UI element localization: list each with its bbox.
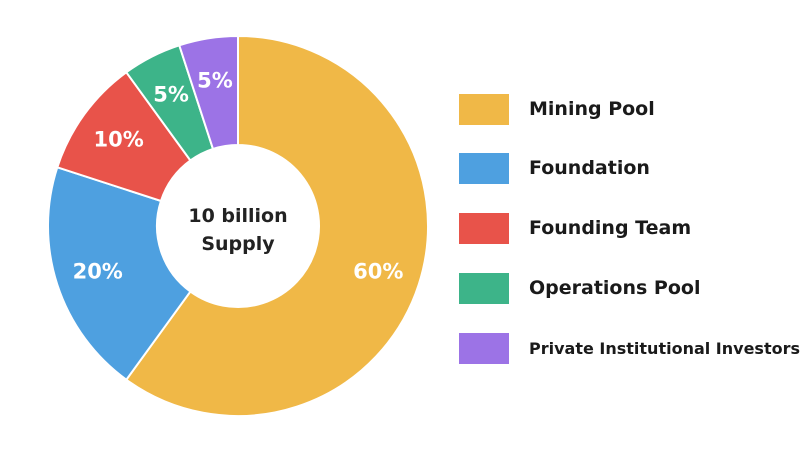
legend-swatch-founding-team: [459, 212, 509, 244]
center-label-line-1: 10 billion: [188, 205, 287, 227]
legend-item-operations-pool: Operations Pool: [459, 271, 700, 305]
legend-swatch-operations-pool: [459, 272, 509, 304]
legend-label-founding-team: Founding Team: [529, 217, 692, 239]
slice-mining-pool: [124, 34, 429, 417]
legend-swatch-foundation: [459, 152, 509, 184]
legend-label-mining-pool: Mining Pool: [529, 98, 655, 120]
slice-label-mining-pool: 60%: [353, 260, 403, 284]
slice-label-founding-team: 10%: [94, 127, 144, 151]
slice-label-foundation: 20%: [73, 260, 123, 284]
legend-swatch-mining-pool: [459, 93, 509, 125]
legend-label-foundation: Foundation: [529, 157, 650, 179]
slice-private-institutional-investors: [178, 34, 239, 151]
legend-item-private-institutional-investors: Private Institutional Investors: [459, 331, 800, 365]
legend-item-mining-pool: Mining Pool: [459, 92, 655, 126]
donut-slice-labels: 60% 20% 10% 5% 5%: [73, 68, 404, 283]
slice-foundation: [47, 166, 192, 382]
legend-item-founding-team: Founding Team: [459, 211, 691, 245]
donut-center-label: 10 billion Supply: [188, 205, 287, 255]
donut-slices: [47, 34, 429, 417]
slice-label-private-institutional-investors: 5%: [197, 68, 233, 92]
legend-label-operations-pool: Operations Pool: [529, 277, 701, 299]
legend-swatch-private-institutional-investors: [459, 332, 509, 364]
legend-label-private-institutional-investors: Private Institutional Investors: [529, 338, 801, 358]
slice-label-operations-pool: 5%: [153, 83, 189, 107]
legend-item-foundation: Foundation: [459, 151, 650, 185]
center-label-line-2: Supply: [201, 233, 275, 255]
